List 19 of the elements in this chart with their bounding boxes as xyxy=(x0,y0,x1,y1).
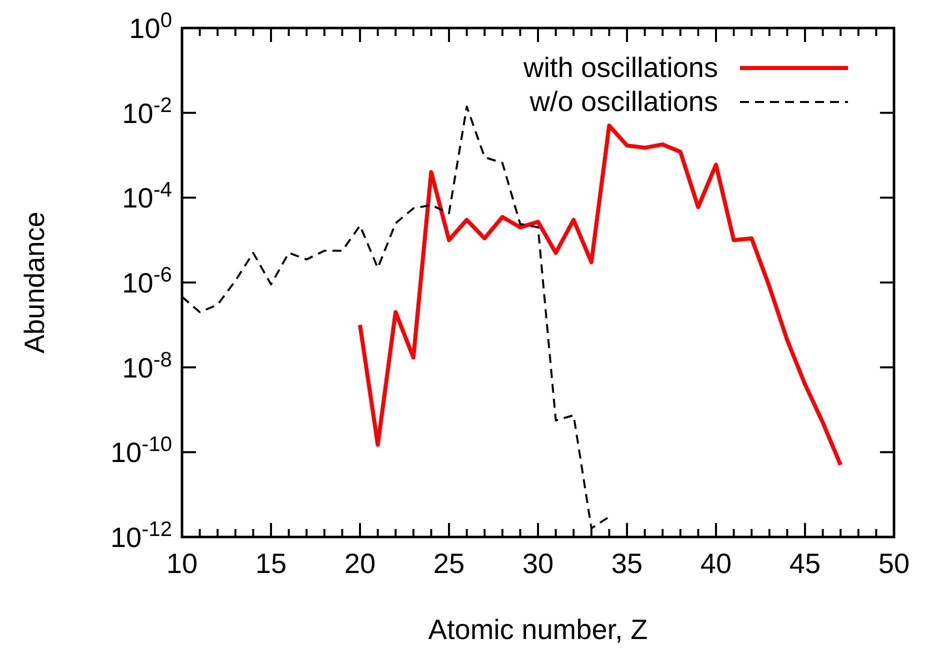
y-tick-label: 10$^{0}$ xyxy=(129,8,172,44)
y-tick-label: 10$^{-8}$ xyxy=(122,348,172,384)
x-tick-label: 25 xyxy=(433,548,465,579)
x-tick-label: 30 xyxy=(522,548,554,579)
line-series xyxy=(358,124,843,467)
y-tick-label: 10$^{-4}$ xyxy=(122,178,172,214)
y-tick-label: 10$^{-6}$ xyxy=(122,263,172,298)
y-tick-label: 10$^{-10}$ xyxy=(110,432,172,468)
x-tick-label: 45 xyxy=(789,548,821,579)
x-tick-label: 15 xyxy=(255,548,287,579)
legend-label: w/o oscillations xyxy=(528,86,718,117)
x-tick-label: 40 xyxy=(700,548,732,579)
x-axis-title: Atomic number, Z xyxy=(428,614,648,645)
legend-label: with oscillations xyxy=(522,52,718,83)
y-axis-title: Abundance xyxy=(19,212,50,354)
y-tick-label: 10$^{-2}$ xyxy=(122,93,172,129)
x-tick-label: 20 xyxy=(344,548,376,579)
x-tick-label: 35 xyxy=(611,548,643,579)
x-tick-label: 50 xyxy=(878,548,910,579)
